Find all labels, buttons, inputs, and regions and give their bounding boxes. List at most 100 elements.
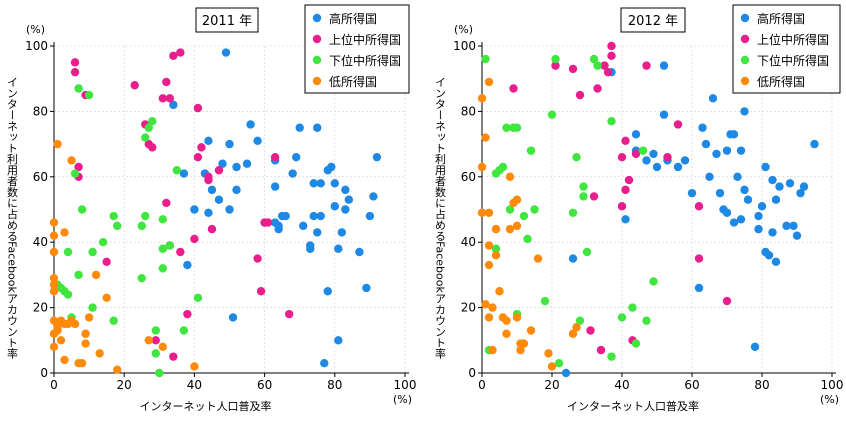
data-point [757,202,767,211]
legend-marker-low [312,76,322,86]
data-point [547,362,557,371]
data-point [232,162,241,172]
y-tick-label: 80 [461,104,476,118]
data-point [582,247,592,257]
x-tick-label: 0 [478,378,486,392]
data-point [621,136,630,146]
data-point [659,61,669,70]
legend-marker-high [740,13,750,23]
data-point [88,303,97,312]
data-point [337,228,347,237]
data-point [169,352,178,361]
data-point [309,179,318,188]
series-upper_mid [509,41,732,355]
data-point [568,329,578,338]
data-point [270,152,280,162]
data-point [796,188,805,198]
data-point [144,336,153,345]
data-point [631,149,641,159]
x-tick-label: 100 [821,378,844,392]
x-tick-label: 20 [117,378,132,392]
data-point [70,67,80,77]
data-point [701,139,711,149]
data-point [193,103,203,113]
data-point [176,247,185,257]
data-point [309,211,318,221]
y-tick-label: 0 [468,366,476,380]
data-point [179,169,189,178]
x-tick-label: 100 [394,378,417,392]
data-point [158,94,168,103]
data-point [736,215,746,224]
data-point [334,336,343,345]
data-point [572,152,581,162]
data-point [488,345,497,355]
data-point [481,133,490,142]
data-point [49,342,59,352]
data-point [148,117,157,126]
x-unit-label: (%) [820,393,839,406]
data-point [512,123,522,132]
data-point [190,205,199,214]
data-point [162,198,171,208]
data-point [477,94,487,103]
data-point [151,326,160,335]
legend-label-upper_mid: 上位中所得国 [329,32,401,47]
data-point [84,313,94,322]
legend-marker-lower_mid [740,55,750,65]
data-point [95,349,104,358]
data-point [687,188,697,198]
data-point [694,283,704,293]
data-point [579,182,588,191]
y-tick-label: 40 [461,235,476,249]
data-point [49,218,59,227]
data-point [764,251,774,260]
data-point [151,336,160,345]
data-point [484,313,494,322]
data-point [320,358,329,368]
data-point [341,185,350,195]
data-point [768,175,777,185]
data-point [98,238,108,247]
data-point [754,224,763,234]
data-point [624,175,634,185]
data-point [207,224,217,234]
data-point [775,182,784,191]
data-point [232,185,241,195]
data-point [771,195,781,204]
data-point [617,313,627,322]
data-point [299,221,308,231]
data-point [330,202,339,211]
data-point [323,287,332,296]
data-point [151,349,160,358]
legend-label-low: 低所得国 [757,74,805,89]
data-point [505,172,515,181]
y-tick-label: 100 [25,39,48,53]
data-point [652,162,662,172]
data-point [505,205,515,214]
data-point [49,287,59,296]
data-point [263,218,273,227]
data-point [130,81,139,90]
x-tick-label: 80 [754,378,769,392]
data-point [67,156,76,165]
data-point [190,234,199,244]
data-point [77,358,87,368]
data-point [649,277,658,286]
data-point [246,120,255,129]
data-point [242,159,252,168]
data-point [284,309,294,319]
data-point [698,123,707,132]
data-point [183,260,192,270]
data-point [214,166,224,175]
data-point [253,254,262,263]
data-point [204,175,213,185]
data-point [84,90,94,100]
data-point [554,358,564,368]
data-point [771,257,781,267]
data-point [60,355,69,365]
